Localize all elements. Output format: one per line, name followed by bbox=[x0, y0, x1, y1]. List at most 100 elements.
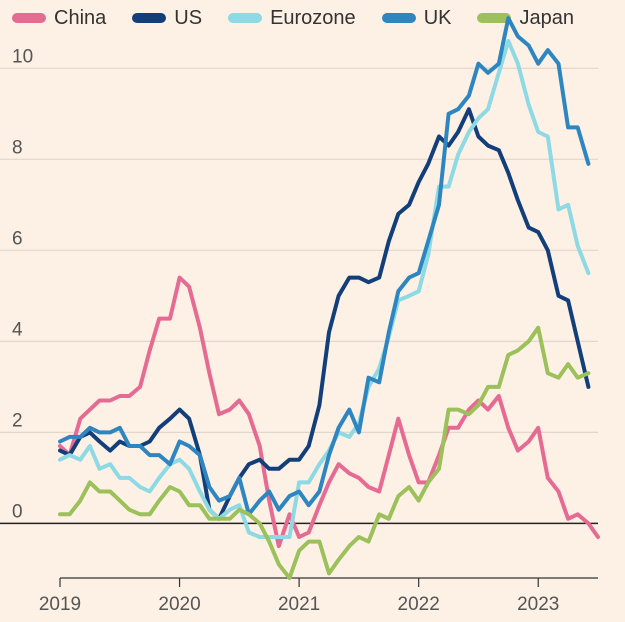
legend-swatch-us bbox=[132, 13, 167, 23]
point-japan-36 bbox=[418, 500, 420, 502]
point-china-15 bbox=[208, 372, 210, 374]
point-eurozone-49 bbox=[547, 136, 549, 137]
point-eurozone-25 bbox=[308, 481, 310, 483]
point-us-38 bbox=[438, 136, 440, 137]
point-eurozone-36 bbox=[418, 290, 420, 292]
legend-swatch-japan bbox=[477, 13, 512, 23]
point-us-43 bbox=[487, 145, 489, 147]
legend-item-eurozone[interactable]: Eurozone bbox=[228, 6, 356, 30]
point-china-14 bbox=[199, 327, 201, 329]
legend-item-us[interactable]: US bbox=[132, 6, 202, 30]
point-us-4 bbox=[99, 441, 100, 442]
point-japan-18 bbox=[238, 509, 240, 511]
point-eurozone-37 bbox=[427, 254, 429, 256]
point-china-25 bbox=[308, 532, 310, 533]
point-china-22 bbox=[278, 545, 280, 547]
point-uk-40 bbox=[457, 108, 459, 110]
point-us-48 bbox=[537, 231, 539, 233]
point-us-21 bbox=[268, 468, 270, 470]
point-japan-3 bbox=[89, 481, 91, 483]
point-us-13 bbox=[188, 418, 190, 420]
legend-label-china: China bbox=[54, 6, 107, 29]
y-tick-label-2: 2 bbox=[12, 410, 23, 431]
point-japan-39 bbox=[448, 409, 450, 411]
legend-label-eurozone: Eurozone bbox=[270, 6, 356, 29]
point-eurozone-51 bbox=[567, 204, 569, 206]
point-eurozone-12 bbox=[179, 459, 181, 461]
point-us-23 bbox=[289, 459, 290, 461]
point-japan-22 bbox=[278, 563, 280, 565]
point-china-34 bbox=[397, 418, 399, 420]
point-us-40 bbox=[457, 131, 459, 133]
y-tick-label-6: 6 bbox=[12, 228, 23, 249]
point-uk-37 bbox=[427, 240, 429, 242]
point-china-8 bbox=[139, 386, 141, 388]
point-china-33 bbox=[388, 454, 390, 456]
legend-item-japan[interactable]: Japan bbox=[477, 6, 574, 30]
point-china-35 bbox=[408, 454, 410, 456]
point-uk-31 bbox=[368, 377, 369, 379]
point-uk-22 bbox=[278, 509, 280, 511]
legend-item-uk[interactable]: UK bbox=[381, 6, 452, 30]
point-japan-24 bbox=[298, 550, 300, 552]
point-uk-4 bbox=[99, 431, 100, 433]
point-uk-51 bbox=[567, 126, 569, 128]
point-uk-47 bbox=[528, 45, 530, 46]
point-us-44 bbox=[498, 149, 500, 151]
point-eurozone-4 bbox=[99, 468, 100, 470]
point-china-53 bbox=[587, 522, 589, 524]
point-china-29 bbox=[348, 472, 350, 474]
point-us-32 bbox=[378, 277, 380, 279]
point-japan-49 bbox=[547, 372, 549, 374]
point-japan-0 bbox=[59, 513, 61, 515]
point-china-0 bbox=[59, 445, 61, 447]
point-eurozone-46 bbox=[517, 63, 519, 65]
point-us-6 bbox=[119, 441, 121, 442]
point-uk-35 bbox=[408, 277, 410, 279]
point-china-31 bbox=[368, 486, 369, 488]
point-uk-28 bbox=[338, 427, 340, 429]
point-uk-46 bbox=[517, 35, 519, 37]
point-us-19 bbox=[248, 463, 250, 465]
point-japan-53 bbox=[587, 372, 589, 374]
point-us-3 bbox=[89, 431, 91, 433]
point-uk-49 bbox=[547, 49, 549, 51]
point-uk-14 bbox=[199, 454, 201, 456]
point-japan-1 bbox=[69, 513, 71, 515]
point-uk-17 bbox=[229, 495, 231, 497]
point-uk-9 bbox=[149, 454, 151, 456]
series-eurozone bbox=[58, 39, 591, 539]
legend-item-china[interactable]: China bbox=[12, 6, 106, 30]
point-us-50 bbox=[558, 295, 559, 297]
point-eurozone-23 bbox=[289, 536, 290, 538]
point-japan-38 bbox=[438, 468, 440, 470]
point-japan-2 bbox=[79, 500, 81, 502]
point-china-46 bbox=[517, 450, 519, 452]
point-us-25 bbox=[308, 445, 310, 447]
point-uk-18 bbox=[238, 477, 240, 479]
point-china-17 bbox=[229, 409, 231, 411]
point-japan-11 bbox=[169, 486, 171, 488]
point-uk-50 bbox=[558, 63, 559, 65]
point-us-47 bbox=[528, 227, 530, 229]
point-japan-12 bbox=[179, 491, 181, 492]
point-eurozone-47 bbox=[528, 104, 530, 106]
point-eurozone-53 bbox=[587, 272, 589, 274]
point-uk-45 bbox=[507, 17, 509, 19]
point-uk-53 bbox=[587, 163, 589, 165]
line-uk bbox=[58, 16, 591, 517]
point-uk-39 bbox=[448, 113, 450, 115]
point-uk-29 bbox=[348, 409, 350, 411]
point-japan-32 bbox=[378, 513, 380, 515]
point-japan-51 bbox=[567, 363, 569, 365]
point-china-21 bbox=[268, 500, 270, 502]
x-tick-label-2023: 2023 bbox=[517, 594, 559, 615]
point-eurozone-0 bbox=[59, 459, 61, 461]
x-tick-label-2019: 2019 bbox=[39, 594, 81, 615]
point-uk-43 bbox=[487, 72, 489, 74]
legend-label-uk: UK bbox=[423, 6, 452, 29]
y-tick-label-8: 8 bbox=[12, 137, 23, 158]
line-us bbox=[58, 107, 591, 521]
point-us-53 bbox=[587, 386, 589, 388]
